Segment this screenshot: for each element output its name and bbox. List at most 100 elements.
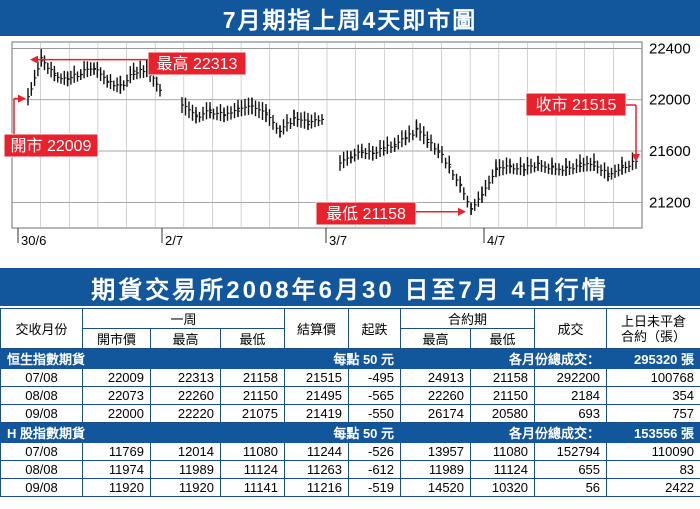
table-cell: 2422 (606, 478, 700, 497)
open-annotation-box (3, 133, 99, 158)
header-volume: 成交 (534, 308, 608, 349)
header-high: 最高 (150, 328, 221, 349)
low-annotation-box (315, 201, 417, 226)
table-cell: 22000 (82, 404, 151, 423)
chart-title: 7月期指上周4天即市圖 (222, 7, 478, 33)
table-cell: 08/08 (0, 386, 83, 405)
x-tick-label: 2/7 (165, 233, 183, 248)
table-cell: 11769 (82, 442, 151, 461)
group-total-label: 各月份總成交： (400, 348, 608, 369)
table-cell: 21158 (470, 368, 536, 387)
futures-table-section: 期貨交易所2008年6月30 日至7月 4日行情 交收月份 一周 結算價 起跌 … (0, 264, 700, 509)
y-tick-label: 22400 (649, 40, 691, 57)
open-arrow-head (18, 94, 26, 103)
table-cell: 26174 (400, 404, 472, 423)
table-cell: 11141 (219, 478, 286, 497)
header-contract-high: 最高 (400, 328, 472, 349)
table-cell: -612 (348, 460, 402, 479)
group-header-row: H 股指數期貨 每點 50 元各月份總成交： 153556 張 (0, 422, 700, 443)
high-annotation-label: 最高 22313 (157, 55, 238, 73)
table-cell: 11263 (284, 460, 350, 479)
table-title: 期貨交易所2008年6月30 日至7月 4日行情 (91, 276, 609, 304)
table-cell: 21158 (219, 368, 286, 387)
table-cell: 22260 (400, 386, 472, 405)
table-cell: 10320 (470, 478, 536, 497)
table-cell: 07/08 (0, 368, 83, 387)
x-tick-label: 30/6 (21, 233, 46, 248)
header-contract: 合約期 (400, 308, 536, 329)
low-annotation-label: 最低 21158 (326, 205, 406, 223)
close-arrow-head (632, 153, 640, 162)
header-week: 一周 (81, 308, 286, 329)
table-cell: 13957 (400, 442, 472, 461)
table-row: 08/08 22073 22260 21150 21495 -565 22260 21150 2… (0, 386, 700, 405)
table-cell: 14520 (400, 478, 472, 497)
group-total-value: 153556 張 (606, 422, 700, 443)
table-row: 07/08 11769 12014 11080 11244 -526 13957 11080 1… (0, 442, 700, 461)
header-change: 起跌 (348, 308, 402, 349)
table-cell: 11080 (470, 442, 536, 461)
table-cell: 11989 (150, 460, 221, 479)
table-cell: 100768 (606, 368, 700, 387)
table-cell: 354 (606, 386, 700, 405)
table-cell: 12014 (150, 442, 221, 461)
header-settle: 結算價 (284, 308, 350, 349)
header-open-interest-label: 上日未平倉 合約（張） (613, 314, 694, 344)
table-row: 08/08 11974 11989 11124 11263 -612 11989 11124 6… (0, 460, 700, 479)
header-open-interest: 上日未平倉 合約（張） (606, 308, 700, 349)
group-header-row: 恒生指數期貨 每點 50 元各月份總成交： 295320 張 (0, 348, 700, 369)
table-cell: 22073 (82, 386, 151, 405)
open-annotation-label: 開市 22009 (11, 137, 92, 155)
high-arrow-head (30, 55, 38, 64)
table-cell: 21495 (284, 386, 350, 405)
table-cell: -550 (348, 404, 402, 423)
header-month: 交收月份 (0, 308, 83, 349)
table-row: 09/08 22000 22220 21075 21419 -550 26174 20580 6… (0, 404, 700, 423)
intraday-chart: 22400 22000 21600 21200 30/6 2/7 3/7 4/7 開市 2200… (3, 40, 691, 248)
x-tick-label: 3/7 (329, 233, 347, 248)
table-row: 09/08 11920 11920 11141 11216 -519 14520 10320 5… (0, 478, 700, 497)
table-cell: 21515 (284, 368, 350, 387)
table-cell: 22260 (150, 386, 221, 405)
table-cell: 21150 (470, 386, 536, 405)
table-cell: 08/08 (0, 460, 83, 479)
table-cell: 655 (534, 460, 608, 479)
table-cell: 21150 (219, 386, 286, 405)
table-cell: -495 (348, 368, 402, 387)
table-cell: 11124 (470, 460, 536, 479)
close-annotation-label: 收市 21515 (536, 96, 617, 114)
table-cell: 21419 (284, 404, 350, 423)
table-cell: 22220 (150, 404, 221, 423)
chart-panel: 22400 22000 21600 21200 30/6 2/7 3/7 4/7 開市 2200… (0, 36, 700, 264)
group-unit: 每點 50 元 (284, 422, 402, 443)
table-row: 07/08 22009 22313 21158 21515 -495 24913 21158 2… (0, 368, 700, 387)
table-cell: 09/08 (0, 404, 83, 423)
table-cell: 11920 (82, 478, 151, 497)
table-cell: 693 (534, 404, 608, 423)
y-tick-label: 22000 (649, 92, 691, 109)
group-total-value: 295320 張 (606, 348, 700, 369)
low-arrow-head (458, 207, 466, 216)
table-cell: -565 (348, 386, 402, 405)
table-cell: 11244 (284, 442, 350, 461)
table-cell: 11124 (219, 460, 286, 479)
table-cell: 152794 (534, 442, 608, 461)
table-cell: -519 (348, 478, 402, 497)
y-tick-label: 21200 (649, 194, 691, 211)
table-cell: 292200 (534, 368, 608, 387)
table-cell: 20580 (470, 404, 536, 423)
table-cell: -526 (348, 442, 402, 461)
table-cell: 11920 (150, 478, 221, 497)
group-name: 恒生指數期貨 (0, 348, 286, 369)
futures-table: 交收月份 一周 結算價 起跌 合約期 成交 上日未平倉 合約（張） 開市價 最高 … (0, 308, 700, 497)
group-name: H 股指數期貨 (0, 422, 286, 443)
table-cell: 2184 (534, 386, 608, 405)
table-cell: 83 (606, 460, 700, 479)
y-tick-label: 21600 (649, 143, 691, 160)
high-annotation-box (147, 51, 247, 76)
chart-title-bar: 7月期指上周4天即市圖 (0, 0, 700, 36)
table-title-bar: 期貨交易所2008年6月30 日至7月 4日行情 (0, 268, 700, 306)
x-tick-label: 4/7 (487, 233, 505, 248)
table-cell: 11974 (82, 460, 151, 479)
group-total-label: 各月份總成交： (400, 422, 608, 443)
